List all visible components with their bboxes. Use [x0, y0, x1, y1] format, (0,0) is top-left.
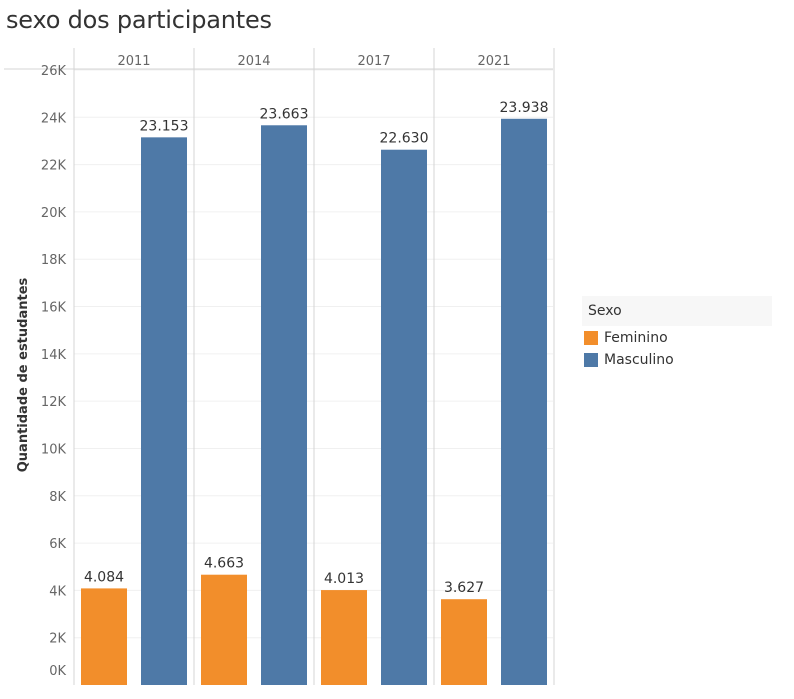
data-label-masculino-2011: 23.153 [140, 118, 189, 134]
column-header-2021: 2021 [477, 54, 510, 69]
bar-masculino-2011[interactable] [141, 137, 187, 685]
y-tick-label: 22K [41, 159, 67, 174]
y-tick-label: 4K [49, 584, 66, 599]
bars [81, 118, 547, 686]
legend-label-feminino: Feminino [604, 329, 668, 346]
data-labels: 4.084 23.153 4.663 23.663 4.013 22.630 3.627 23… [84, 100, 549, 596]
column-headers: 2011 2014 2017 2021 [117, 54, 510, 69]
data-label-masculino-2014: 23.663 [260, 106, 309, 122]
y-axis-label: Quantidade de estudantes [16, 277, 31, 472]
y-tick-label: 2K [49, 632, 66, 647]
y-tick-label: 26K [41, 64, 67, 79]
legend-swatch-feminino [584, 330, 598, 345]
y-tick-label: 12K [41, 395, 67, 410]
column-header-2017: 2017 [357, 54, 390, 69]
data-label-feminino-2017: 4.013 [324, 571, 364, 587]
bar-feminino-2021[interactable] [441, 599, 487, 685]
bar-masculino-2021[interactable] [501, 118, 547, 685]
column-header-2014: 2014 [237, 54, 270, 69]
legend: Sexo Feminino Masculino [582, 296, 772, 370]
data-label-feminino-2021: 3.627 [444, 580, 484, 596]
legend-title: Sexo [582, 296, 772, 326]
data-label-feminino-2014: 4.663 [204, 556, 244, 572]
y-tick-label: 14K [41, 348, 67, 363]
y-tick-label: 20K [41, 206, 67, 221]
y-tick-label: 18K [41, 253, 67, 268]
y-axis-ticks: 0K 2K 4K 6K 8K 10K 12K 14K 16K 18K 20K 22K 24K 26K [41, 64, 67, 679]
data-label-masculino-2021: 23.938 [500, 100, 549, 116]
legend-label-masculino: Masculino [604, 351, 674, 368]
y-tick-label: 8K [49, 490, 66, 505]
y-tick-label: 16K [41, 301, 67, 316]
bar-feminino-2014[interactable] [201, 574, 247, 685]
chart-title: sexo dos participantes [6, 6, 272, 34]
column-header-2011: 2011 [117, 54, 150, 69]
data-label-feminino-2011: 4.084 [84, 569, 124, 585]
legend-swatch-masculino [584, 352, 598, 367]
y-tick-label: 10K [41, 442, 67, 457]
bar-masculino-2017[interactable] [381, 149, 427, 686]
y-tick-label: 24K [41, 111, 67, 126]
bar-feminino-2017[interactable] [321, 590, 367, 685]
y-tick-label: 0K [49, 664, 66, 679]
data-label-masculino-2017: 22.630 [380, 131, 429, 147]
legend-item-feminino[interactable]: Feminino [582, 327, 772, 348]
bar-feminino-2011[interactable] [81, 588, 127, 685]
bar-masculino-2014[interactable] [261, 125, 307, 685]
y-tick-label: 6K [49, 537, 66, 552]
column-dividers [4, 48, 555, 685]
legend-item-masculino[interactable]: Masculino [582, 349, 772, 370]
